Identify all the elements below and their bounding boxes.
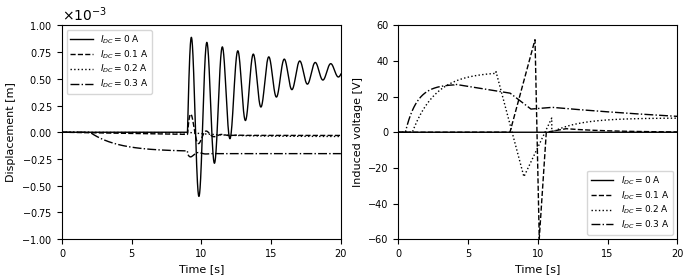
$I_{DC}=0.1$ A [535,237,544,240]
$I_{DC}=0.2$ A [597,119,605,122]
Line: $I_{DC}=0.2$ A: $I_{DC}=0.2$ A [62,132,341,136]
$I_{DC}=0$ A [58,130,66,134]
$I_{DC}=0.1$ A [314,134,322,137]
$I_{DC}=0.1$ A [190,129,198,132]
$I_{DC}=0.1$ A [328,134,336,137]
$I_{DC}=0.1$ A [527,53,535,57]
Y-axis label: Displacement [m]: Displacement [m] [6,82,16,182]
Line: $I_{DC}=0.3$ A: $I_{DC}=0.3$ A [62,132,341,157]
$I_{DC}=0.2$ A [175,131,183,134]
$I_{DC}=0.3$ A [527,108,535,111]
$I_{DC}=0.2$ A [260,134,269,138]
$I_{DC}=0$ A [314,68,322,71]
$I_{DC}=0$ A [190,99,198,102]
$I_{DC}=0$ A [328,64,336,67]
$I_{DC}=0$ A [650,130,659,134]
$I_{DC}=0.2$ A [520,175,528,178]
$I_{DC}=0.3$ A [58,130,66,134]
$I_{DC}=0.2$ A [337,135,345,138]
$I_{DC}=0.1$ A [394,130,402,134]
$I_{DC}=0.1$ A [337,134,345,137]
Line: $I_{DC}=0$ A: $I_{DC}=0$ A [62,37,341,196]
$I_{DC}=0$ A [187,36,196,39]
X-axis label: Time [s]: Time [s] [178,264,224,274]
$I_{DC}=0$ A [511,130,520,134]
$I_{DC}=0$ A [527,130,535,134]
$I_{DC}=0.3$ A [175,149,183,152]
$I_{DC}=0.2$ A [492,70,500,73]
$I_{DC}=0.1$ A [673,130,681,134]
$I_{DC}=0.3$ A [597,110,605,113]
$I_{DC}=0.2$ A [651,117,659,120]
$I_{DC}=0.1$ A [58,130,66,134]
Y-axis label: Induced voltage [V]: Induced voltage [V] [353,77,362,187]
$I_{DC}=0.2$ A [665,116,673,120]
$I_{DC}=0.3$ A [337,152,345,155]
$I_{DC}=0.2$ A [527,160,535,164]
$I_{DC}=0.1$ A [651,130,659,133]
$I_{DC}=0$ A [673,130,681,134]
$I_{DC}=0.1$ A [194,142,203,145]
$I_{DC}=0.2$ A [58,130,66,134]
$I_{DC}=0.3$ A [450,82,458,86]
Line: $I_{DC}=0.1$ A: $I_{DC}=0.1$ A [62,114,341,144]
$I_{DC}=0.1$ A [187,112,195,116]
$I_{DC}=0.1$ A [177,133,185,136]
X-axis label: Time [s]: Time [s] [515,264,561,274]
$I_{DC}=0$ A [665,130,673,134]
Line: $I_{DC}=0.1$ A: $I_{DC}=0.1$ A [398,40,677,239]
$I_{DC}=0.2$ A [514,152,522,156]
$I_{DC}=0.1$ A [260,134,269,137]
$I_{DC}=0.2$ A [314,135,322,138]
Line: $I_{DC}=0.2$ A: $I_{DC}=0.2$ A [398,72,677,177]
$I_{DC}=0$ A [175,130,183,134]
Legend: $I_{DC}=0$ A, $I_{DC}=0.1$ A, $I_{DC}=0.2$ A, $I_{DC}=0.3$ A: $I_{DC}=0$ A, $I_{DC}=0.1$ A, $I_{DC}=0.… [67,30,152,94]
$I_{DC}=0.1$ A [513,102,522,105]
$I_{DC}=0.3$ A [514,97,522,101]
$I_{DC}=0.2$ A [394,130,402,134]
$I_{DC}=0.3$ A [673,115,681,118]
$I_{DC}=0.1$ A [511,110,520,113]
$I_{DC}=0$ A [513,130,522,134]
$I_{DC}=0.2$ A [190,131,198,135]
$I_{DC}=0$ A [177,130,185,134]
$I_{DC}=0.2$ A [673,116,681,120]
$I_{DC}=0.3$ A [650,113,659,117]
$I_{DC}=0.2$ A [328,135,336,138]
$I_{DC}=0$ A [260,81,269,84]
$I_{DC}=0$ A [195,195,203,198]
$I_{DC}=0.3$ A [511,96,520,99]
$I_{DC}=0.3$ A [187,155,195,158]
Legend: $I_{DC}=0$ A, $I_{DC}=0.1$ A, $I_{DC}=0.2$ A, $I_{DC}=0.3$ A: $I_{DC}=0$ A, $I_{DC}=0.1$ A, $I_{DC}=0.… [587,171,672,235]
$I_{DC}=0.2$ A [177,131,185,134]
Line: $I_{DC}=0.3$ A: $I_{DC}=0.3$ A [398,84,677,132]
$I_{DC}=0$ A [597,130,605,134]
$I_{DC}=0$ A [337,73,345,76]
$I_{DC}=0.3$ A [314,152,322,155]
$I_{DC}=0.1$ A [531,38,539,41]
$I_{DC}=0.3$ A [177,149,185,152]
$I_{DC}=0.1$ A [597,129,605,132]
$I_{DC}=0.2$ A [511,144,520,147]
$I_{DC}=0.3$ A [394,130,402,134]
$I_{DC}=0.1$ A [665,130,673,134]
$I_{DC}=0.1$ A [175,132,183,136]
$I_{DC}=0.3$ A [328,152,336,155]
$I_{DC}=0.3$ A [665,114,673,118]
$I_{DC}=0$ A [394,130,402,134]
$I_{DC}=0.3$ A [190,153,198,156]
$I_{DC}=0.3$ A [260,152,269,155]
